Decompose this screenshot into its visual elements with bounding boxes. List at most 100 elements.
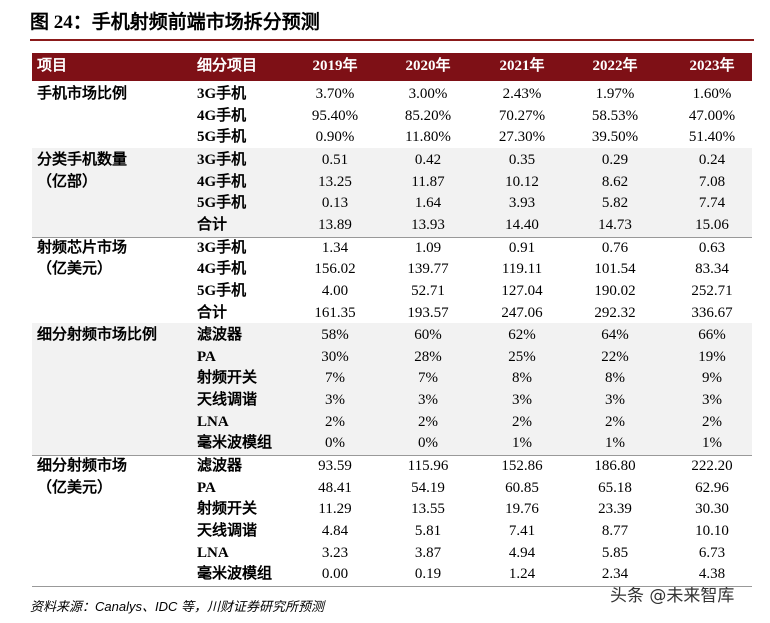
value-cell: 4.94 [508,544,536,561]
value-cell: 8% [605,370,625,387]
value-cell: 5.85 [601,544,629,561]
value-cell: 0.90% [315,129,355,146]
value-cell: 161.35 [314,304,356,321]
value-cell: 0.63 [698,239,726,256]
value-cell: 2% [325,413,345,430]
value-cell: 39.50% [591,129,639,146]
header-bar [32,53,752,81]
sub-item: 3G手机 [197,239,247,256]
value-cell: 2% [418,413,438,430]
value-cell: 51.40% [688,129,736,146]
value-cell: 3.93 [508,195,536,212]
value-cell: 190.02 [594,282,636,299]
value-cell: 4.00 [321,282,349,299]
value-cell: 0.24 [698,151,726,168]
value-cell: 2% [702,413,722,430]
value-cell: 0.29 [601,151,629,168]
group-label: （亿美元） [37,261,113,278]
value-cell: 13.55 [411,501,445,518]
value-cell: 30% [321,348,349,365]
value-cell: 93.59 [318,458,352,475]
value-cell: 64% [601,327,629,344]
value-cell: 11.80% [405,129,451,146]
value-cell: 3.87 [414,544,442,561]
group-label: 细分射频市场 [37,458,128,475]
value-cell: 8.62 [601,173,629,190]
value-cell: 28% [414,348,442,365]
value-cell: 6.73 [698,544,726,561]
value-cell: 8.77 [601,523,629,539]
sub-item: 5G手机 [197,129,247,146]
value-cell: 66% [698,327,726,344]
group-bg [32,147,752,237]
value-cell: 65.18 [598,479,632,496]
value-cell: 1% [605,435,625,452]
value-cell: 11.29 [318,501,352,518]
value-cell: 1.64 [414,195,442,212]
value-cell: 52.71 [411,282,445,299]
header-cell: 2021年 [499,58,545,74]
value-cell: 247.06 [501,304,543,321]
title: 图 24：手机射频前端市场拆分预测 [30,12,320,33]
value-cell: 1.24 [508,566,536,583]
value-cell: 11.87 [411,173,445,190]
value-cell: 252.71 [691,282,733,299]
group-label: 手机市场比例 [37,86,128,102]
sub-item: 天线调谐 [197,523,258,539]
value-cell: 3% [512,392,532,409]
group-label: （亿部） [37,173,98,190]
sub-item: 3G手机 [197,151,247,168]
value-cell: 222.20 [691,458,733,475]
value-cell: 70.27% [498,107,546,124]
group-rule [32,585,752,587]
sub-item: 4G手机 [197,261,247,278]
sub-item: LNA [197,413,229,430]
header-cell: 2019年 [312,58,358,74]
sub-item: 毫米波模组 [197,435,273,452]
value-cell: 7.74 [698,195,726,212]
header-cell: 细分项目 [197,58,258,74]
sub-item: 射频开关 [197,370,258,387]
value-cell: 1.09 [414,239,442,256]
group-label: 射频芯片市场 [37,239,128,256]
header-cell: 2020年 [405,58,451,74]
value-cell: 83.34 [695,261,729,278]
sub-item: 射频开关 [197,501,258,518]
value-cell: 13.25 [318,173,352,190]
value-cell: 292.32 [594,304,636,321]
source: 资料来源：Canalys、IDC 等，川财证券研究所预测 [30,599,324,614]
sub-item: LNA [197,544,229,561]
value-cell: 95.40% [311,107,359,124]
group-label: （亿美元） [37,479,113,496]
value-cell: 85.20% [404,107,452,124]
value-cell: 22% [601,348,629,365]
group-rule [32,455,752,457]
value-cell: 3.23 [321,544,349,561]
value-cell: 101.54 [594,261,636,278]
value-cell: 23.39 [598,501,632,518]
group-bg [32,323,752,456]
value-cell: 139.77 [407,261,449,278]
value-cell: 3% [418,392,438,409]
value-cell: 336.67 [691,304,733,321]
value-cell: 9% [702,370,722,387]
value-cell: 0.00 [321,566,349,583]
sub-item: 滤波器 [197,458,243,475]
value-cell: 152.86 [501,458,543,475]
value-cell: 14.73 [598,216,632,233]
group-label: 细分射频市场比例 [37,327,158,344]
value-cell: 186.80 [594,458,636,475]
value-cell: 7% [325,370,345,387]
value-cell: 19.76 [505,501,539,518]
value-cell: 115.96 [407,458,449,475]
sub-item: 4G手机 [197,173,247,190]
value-cell: 19% [698,348,726,365]
value-cell: 30.30 [695,501,729,518]
value-cell: 2.43% [502,86,542,102]
value-cell: 193.57 [407,304,449,321]
sub-item: 毫米波模组 [197,566,273,583]
value-cell: 25% [508,348,536,365]
value-cell: 10.12 [505,173,539,190]
value-cell: 2% [512,413,532,430]
value-cell: 1.60% [692,86,732,102]
